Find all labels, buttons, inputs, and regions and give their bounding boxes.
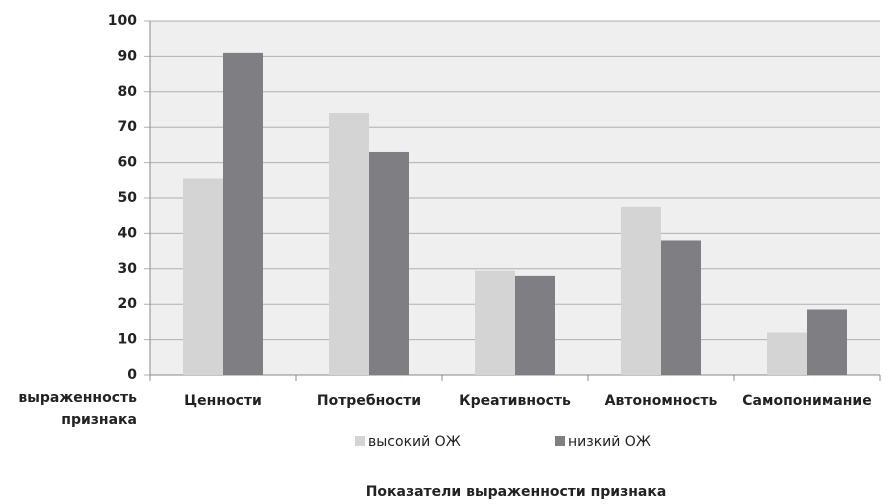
legend-label: высокий ОЖ bbox=[368, 434, 461, 450]
x-tick-label: Креативность bbox=[459, 393, 571, 409]
y-tick-label: 30 bbox=[118, 261, 138, 277]
y-axis-label: выраженность признака bbox=[18, 390, 137, 428]
x-tick-label: Ценности bbox=[184, 393, 262, 409]
y-tick-label: 100 bbox=[108, 13, 137, 29]
bar bbox=[515, 275, 555, 375]
y-tick-label: 10 bbox=[118, 332, 138, 348]
y-tick-label: 70 bbox=[118, 119, 138, 135]
bar bbox=[661, 240, 701, 375]
y-tick-label: 90 bbox=[118, 48, 138, 64]
bar bbox=[369, 151, 409, 375]
x-tick-label: Потребности bbox=[317, 393, 421, 409]
y-tick-label: 60 bbox=[118, 155, 138, 171]
bar bbox=[223, 52, 263, 376]
bar bbox=[329, 113, 369, 375]
y-tick-label: 20 bbox=[118, 296, 138, 312]
y-tick-label: 40 bbox=[118, 225, 138, 241]
x-tick-label: Автономность bbox=[605, 393, 718, 409]
x-axis-title: Показатели выраженности признака bbox=[366, 484, 667, 500]
y-tick-label: 50 bbox=[118, 190, 138, 206]
legend-label: низкий ОЖ bbox=[568, 434, 651, 450]
y-tick-label: 0 bbox=[127, 367, 137, 383]
bar bbox=[183, 178, 223, 375]
bar bbox=[475, 270, 515, 375]
bar bbox=[767, 332, 807, 375]
legend-swatch bbox=[355, 436, 365, 446]
x-tick-label: Самопонимание bbox=[742, 393, 871, 409]
legend-swatch bbox=[555, 436, 565, 446]
bar bbox=[807, 309, 847, 375]
y-tick-label: 80 bbox=[118, 84, 138, 100]
bar bbox=[621, 206, 661, 375]
